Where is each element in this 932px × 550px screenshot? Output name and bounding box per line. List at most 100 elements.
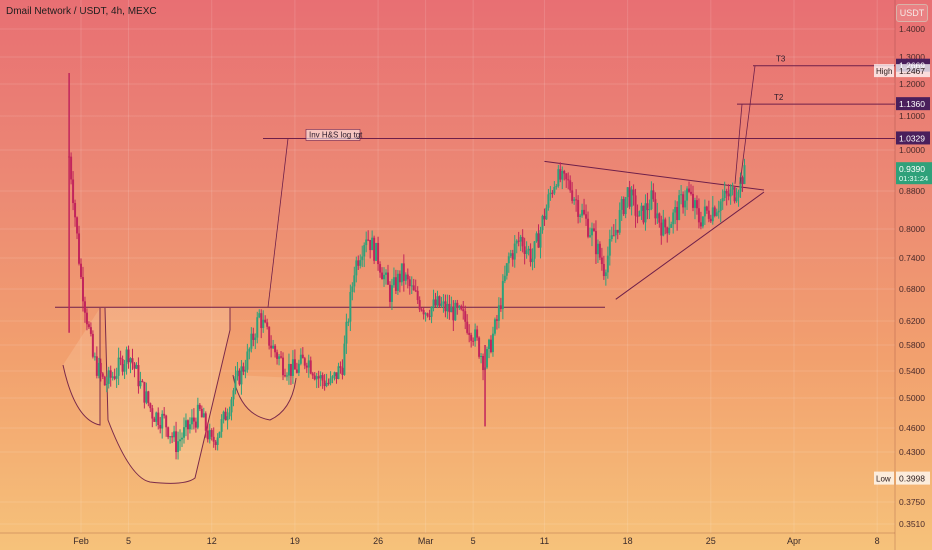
candle-body (468, 332, 471, 335)
candle-body (414, 290, 417, 292)
candle-body (531, 258, 534, 263)
price-label-1-1360-box (896, 97, 930, 111)
candle-body (626, 187, 629, 198)
candle-body (181, 437, 184, 440)
candle-body (373, 237, 376, 261)
candle-body (446, 303, 449, 312)
candle-body (535, 233, 538, 242)
candle-body (87, 324, 90, 328)
candle-body (206, 430, 209, 440)
y-tick-label: 1.4000 (899, 24, 925, 34)
candle-body (499, 305, 502, 310)
candle-body (480, 356, 483, 358)
candle-body (581, 209, 584, 216)
candle-body (733, 187, 736, 202)
candle-body (307, 360, 310, 368)
candle-body (610, 235, 613, 240)
candle-body (719, 201, 722, 211)
candle-body (624, 197, 627, 215)
candle-body (240, 366, 243, 385)
x-tick-label: 8 (875, 536, 880, 546)
candle-body (270, 345, 273, 349)
candle-body (723, 190, 726, 199)
candle-body (462, 309, 465, 312)
candle-body (486, 348, 489, 368)
y-tick-label: 0.5800 (899, 340, 925, 350)
candle-body (563, 171, 566, 174)
candle-body (521, 236, 524, 247)
candle-body (729, 189, 732, 197)
candle-body (632, 189, 635, 196)
candle-body (173, 431, 176, 438)
candle-body (224, 411, 227, 421)
candle-body (169, 436, 172, 438)
candle-body (375, 242, 378, 261)
candle-body (155, 412, 158, 422)
candle-body (559, 169, 562, 180)
candle-body (252, 333, 255, 341)
candle-body (244, 369, 247, 372)
candle-body (715, 212, 718, 216)
candle-body (448, 303, 451, 313)
price-label-1-0329-box (896, 131, 930, 145)
candle-body (349, 291, 352, 322)
candle-body (648, 209, 651, 211)
price-label-1-0329: 1.0329 (899, 133, 925, 143)
candle-body (493, 319, 496, 334)
wedge-upper-line (544, 160, 765, 191)
target-measure-line (267, 138, 289, 308)
candle-body (630, 189, 633, 207)
candle-body (377, 242, 380, 265)
candle-body (701, 216, 704, 227)
candle-body (282, 357, 285, 376)
target-measure-line (734, 104, 743, 184)
candle-body (153, 418, 156, 422)
candle-body (547, 194, 550, 208)
y-tick-label: 0.6800 (899, 284, 925, 294)
target-label-hs: Inv H&S log tgt (309, 130, 363, 139)
y-tick-label: 1.2000 (899, 79, 925, 89)
candle-body (341, 367, 344, 375)
candle-body (650, 190, 653, 210)
candle-body (589, 235, 592, 237)
y-tick-label: 1.1000 (899, 111, 925, 121)
candle-body (666, 227, 669, 234)
candle-body (283, 375, 286, 377)
candle-body (529, 248, 532, 263)
candle-body (369, 240, 372, 251)
price-label-0-3998: 0.3998 (899, 474, 925, 484)
candle-body (638, 210, 641, 217)
candle-body (147, 391, 150, 404)
candle-body (81, 277, 84, 302)
candle-body (145, 391, 148, 403)
candle-body (684, 200, 687, 208)
candle-body (644, 203, 647, 223)
candle-body (386, 272, 389, 285)
candle-body (513, 243, 516, 260)
candle-body (103, 376, 106, 386)
candle-body (634, 195, 637, 216)
currency-selector[interactable]: USDT (896, 4, 928, 22)
candle-body (727, 193, 730, 197)
candle-body (672, 212, 675, 225)
candle-body (329, 378, 332, 384)
candle-body (676, 206, 679, 221)
candle-body (511, 253, 514, 260)
candle-body (596, 243, 599, 255)
candle-body (418, 300, 421, 310)
y-tick-label: 1.0000 (899, 145, 925, 155)
target-label-t2: T2 (774, 93, 784, 102)
candle-body (664, 219, 667, 228)
candle-body (311, 373, 314, 376)
candle-body (321, 375, 324, 381)
candle-body (551, 192, 554, 194)
candle-body (109, 370, 112, 378)
candle-body (497, 305, 500, 321)
candle-body (505, 263, 508, 276)
target-measure-line (739, 65, 756, 184)
candle-body (428, 315, 431, 317)
candle-body (236, 370, 239, 377)
candle-body (658, 213, 661, 223)
